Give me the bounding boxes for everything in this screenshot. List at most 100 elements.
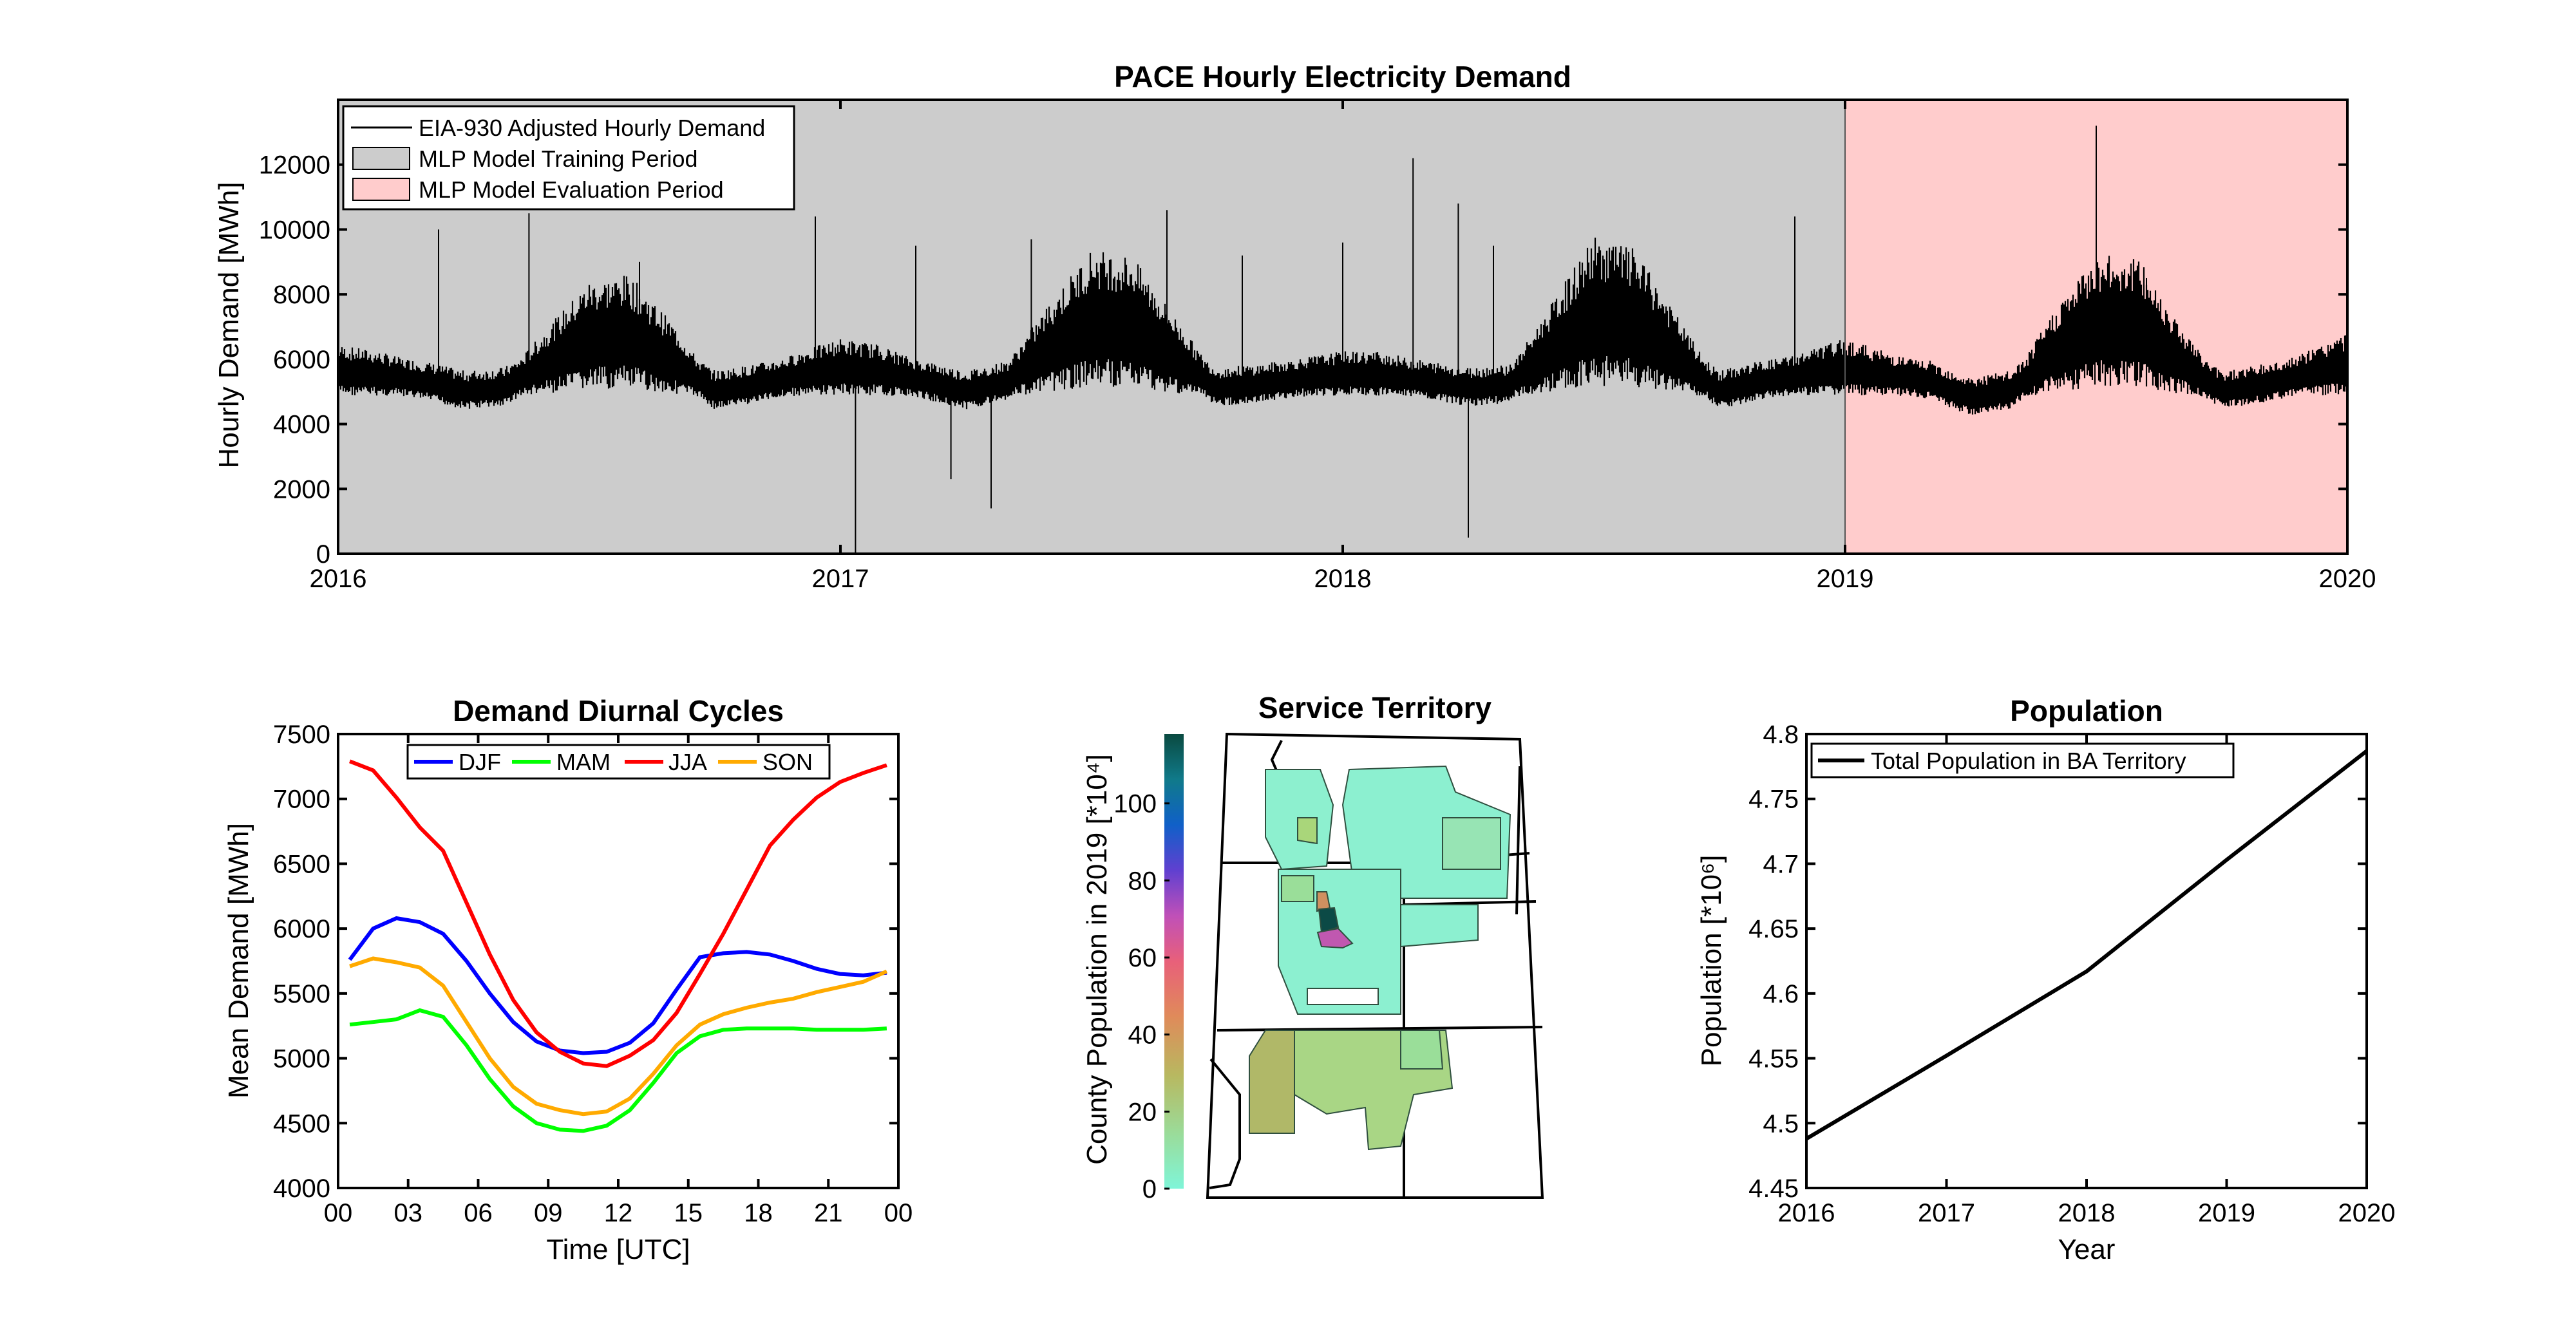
hourly-ytick-label: 6000 — [273, 346, 330, 374]
colorbar-tick-label: 80 — [1128, 867, 1157, 895]
population-legend-box — [1810, 742, 2235, 778]
diurnal-xtick-label: 21 — [814, 1199, 843, 1227]
diurnal-xtick-label: 15 — [674, 1199, 703, 1227]
hourly-ytick-label: 8000 — [273, 281, 330, 309]
diurnal-ytick-label: 6000 — [273, 915, 330, 943]
county-region — [1249, 1030, 1295, 1134]
colorbar-tick-label: 20 — [1128, 1098, 1157, 1126]
hourly-demand-title: PACE Hourly Electricity Demand — [1114, 60, 1571, 93]
population-xtick-label: 2016 — [1778, 1199, 1835, 1227]
series-line-mam — [349, 1008, 887, 1133]
diurnal-cycles-series — [348, 759, 888, 1133]
population-ytick-label: 4.8 — [1763, 721, 1799, 749]
hourly-xtick-label: 2018 — [1314, 565, 1372, 593]
series-line-djf — [348, 916, 887, 1055]
county-region-utah — [1316, 927, 1354, 949]
county-region — [1281, 875, 1314, 902]
population-xlabel: Year — [2058, 1234, 2116, 1265]
population-axes-box — [1805, 733, 2368, 1189]
diurnal-xtick-label: 06 — [464, 1199, 493, 1227]
legend-label-djf: DJF — [459, 749, 501, 775]
legend-box — [342, 105, 795, 211]
population-ytick-label: 4.6 — [1763, 980, 1799, 1008]
diurnal-xtick-label: 00 — [324, 1199, 353, 1227]
population-ytick-label: 4.55 — [1748, 1045, 1799, 1073]
population-ytick-label: 4.65 — [1748, 915, 1799, 943]
legend-label-demand: EIA-930 Adjusted Hourly Demand — [419, 115, 765, 141]
population-legend: Total Population in BA Territory — [1810, 742, 2235, 778]
state-boundary-east-upper — [1515, 766, 1521, 915]
colorbar-tick-label: 40 — [1128, 1021, 1157, 1050]
population-panel: 2016 2017 2018 2019 2020 4.45 4.5 4.55 4.6 4.65 4.… — [1696, 694, 2395, 1265]
legend-label-training: MLP Model Training Period — [419, 146, 698, 172]
colorbar-tick-label: 60 — [1128, 944, 1157, 972]
population-title: Population — [2010, 694, 2163, 728]
diurnal-ylabel: Mean Demand [MWh] — [223, 823, 254, 1098]
series-line-son — [349, 956, 888, 1117]
county-region — [1442, 817, 1501, 870]
population-xtick-label: 2018 — [2058, 1199, 2116, 1227]
diurnal-title: Demand Diurnal Cycles — [453, 694, 784, 728]
county-region-salt-lake — [1318, 907, 1340, 934]
diurnal-xtick-label: 12 — [604, 1199, 633, 1227]
legend-label-son: SON — [762, 749, 813, 775]
population-ytick-label: 4.45 — [1748, 1174, 1799, 1203]
series-line-jja — [349, 759, 887, 1068]
diurnal-legend-box — [406, 744, 831, 780]
hourly-xtick-label: 2020 — [2319, 565, 2376, 593]
territory-title: Service Territory — [1258, 691, 1492, 724]
hourly-xtick-label: 2019 — [1817, 565, 1874, 593]
hourly-ytick-label: 4000 — [273, 411, 330, 439]
hourly-demand-ticks: 2016 2017 2018 2019 2020 0 2000 4000 6000 8000 100… — [259, 100, 2376, 593]
county-region — [1400, 1030, 1444, 1070]
hourly-demand-ylabel: Hourly Demand [MWh] — [213, 182, 245, 468]
population-ytick-label: 4.5 — [1763, 1109, 1799, 1138]
population-ylabel: Population [*10⁶] — [1696, 855, 1727, 1067]
legend-swatch-training — [352, 147, 410, 170]
diurnal-ytick-label: 7000 — [273, 786, 330, 814]
legend-swatch-evaluation — [352, 178, 410, 201]
diurnal-ytick-label: 5000 — [273, 1045, 330, 1073]
diurnal-ytick-label: 6500 — [273, 850, 330, 878]
colorbar-tick-label: 100 — [1113, 790, 1157, 818]
legend-label-mam: MAM — [556, 749, 611, 775]
hourly-demand-axes-box — [337, 99, 2349, 555]
hourly-xtick-label: 2016 — [310, 565, 367, 593]
diurnal-xtick-label: 09 — [534, 1199, 563, 1227]
population-xtick-label: 2020 — [2338, 1199, 2396, 1227]
population-xtick-label: 2017 — [1918, 1199, 1975, 1227]
diurnal-ytick-label: 7500 — [273, 721, 330, 749]
hourly-ytick-label: 12000 — [259, 151, 330, 180]
population-xtick-label: 2019 — [2198, 1199, 2255, 1227]
territory-map — [1206, 732, 1544, 1199]
hourly-ytick-label: 0 — [316, 540, 330, 569]
population-ytick-label: 4.75 — [1748, 786, 1799, 814]
colorbar-tick-label: 0 — [1142, 1175, 1157, 1203]
diurnal-xtick-label: 00 — [884, 1199, 913, 1227]
diurnal-xtick-label: 18 — [744, 1199, 773, 1227]
population-series — [1805, 749, 2368, 1141]
diurnal-axes-box — [337, 733, 900, 1189]
diurnal-legend: DJF MAM JJA SON — [406, 744, 831, 780]
hourly-ytick-label: 2000 — [273, 475, 330, 504]
diurnal-xtick-label: 03 — [394, 1199, 423, 1227]
diurnal-ytick-label: 4000 — [273, 1174, 330, 1203]
population-ytick-label: 4.7 — [1763, 850, 1799, 878]
colorbar-label: County Population in 2019 [*10⁴] — [1081, 754, 1113, 1165]
hourly-demand-legend: EIA-930 Adjusted Hourly Demand MLP Model… — [342, 105, 795, 211]
diurnal-xlabel: Time [UTC] — [546, 1234, 690, 1265]
population-ticks: 2016 2017 2018 2019 2020 4.45 4.5 4.55 4.6 4.65 4.… — [1748, 721, 2395, 1227]
hourly-demand-series — [337, 100, 2349, 554]
hourly-xtick-label: 2017 — [812, 565, 869, 593]
county-region — [1297, 817, 1318, 845]
county-region — [1400, 904, 1479, 948]
service-territory-panel: Service Territory 0 20 40 60 80 100 County Po… — [1081, 691, 1544, 1203]
legend-label-evaluation: MLP Model Evaluation Period — [419, 176, 724, 203]
legend-label-population: Total Population in BA Territory — [1871, 748, 2186, 774]
hourly-demand-panel: 2016 2017 2018 2019 2020 0 2000 4000 6000 8000 100… — [213, 60, 2376, 593]
diurnal-ytick-label: 5500 — [273, 980, 330, 1008]
diurnal-ytick-label: 4500 — [273, 1109, 330, 1138]
diurnal-cycles-ticks: 00 03 06 09 12 15 18 21 004000450050005500600065… — [273, 721, 913, 1227]
hourly-ytick-label: 10000 — [259, 216, 330, 244]
